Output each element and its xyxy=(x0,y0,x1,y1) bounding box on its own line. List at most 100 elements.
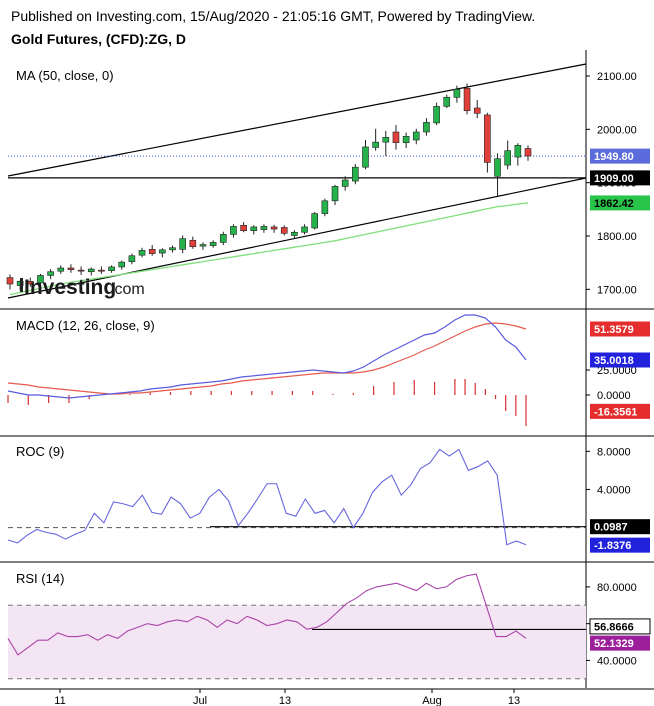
candle-body xyxy=(108,266,115,271)
macd-hist-tag: -16.3561 xyxy=(594,406,637,418)
candle-body xyxy=(280,227,288,234)
candle-body xyxy=(98,269,105,272)
candle-body xyxy=(382,137,390,143)
candle-body xyxy=(240,225,247,231)
roc-value-tag-box xyxy=(590,537,650,553)
macd-tick-label: 0.0000 xyxy=(597,390,631,402)
roc-value-tag: -1.8376 xyxy=(594,540,631,552)
support-level-tag-box xyxy=(590,170,650,186)
macd-signal-tag: 51.3579 xyxy=(594,324,634,336)
candle-body xyxy=(189,239,197,247)
roc-line xyxy=(7,448,527,546)
candle-body xyxy=(159,249,166,254)
date-tick-label: 13 xyxy=(508,695,520,706)
watermark-bar xyxy=(20,278,23,292)
candle-body xyxy=(321,200,329,214)
candle-body xyxy=(301,226,308,233)
candle-body xyxy=(6,277,14,285)
price-axis: 2100.002000.001900.001800.001700.001949.… xyxy=(586,71,651,667)
candle-body xyxy=(179,238,186,250)
macd-pane: MACD (12, 26, close, 9) xyxy=(7,314,527,426)
price-tick-label: 2100.00 xyxy=(597,71,637,83)
published-credit: Published on Investing.com, 15/Aug/2020 … xyxy=(11,8,536,24)
candle-body xyxy=(87,268,95,273)
candle-body xyxy=(331,186,339,202)
candle-body xyxy=(219,234,227,243)
candle-body xyxy=(453,89,461,98)
price-pane: MA (50, close, 0) Investing.com xyxy=(6,63,587,299)
candle-body xyxy=(352,166,359,182)
macd-signal-tag-box xyxy=(590,321,650,337)
lower-trendline xyxy=(7,177,587,299)
candle-body xyxy=(514,145,522,158)
ma50-line xyxy=(9,202,529,296)
ma-indicator-label: MA (50, close, 0) xyxy=(16,68,114,83)
candle-body xyxy=(37,275,44,284)
macd-hist-tag-box xyxy=(590,403,650,419)
candle-body xyxy=(412,131,420,141)
rsi-value-tag: 52.1329 xyxy=(594,638,634,650)
rsi-tick-label: 40.0000 xyxy=(597,655,637,667)
date-axis: 11 Jul 13 Aug 13 xyxy=(54,689,520,706)
price-tick-label: 1800.00 xyxy=(597,231,637,243)
date-tick-label: Aug xyxy=(422,695,442,706)
chart-title: Gold Futures, (CFD):ZG, D xyxy=(11,31,186,47)
candle-body xyxy=(77,269,85,272)
candle-body xyxy=(392,131,400,143)
rsi-reference-tag-box xyxy=(589,618,651,635)
ma50-tag-box xyxy=(590,195,650,211)
rsi-reference-tag: 56.8666 xyxy=(594,621,634,633)
candle-body xyxy=(118,261,126,268)
candle-body xyxy=(423,122,430,133)
rsi-band xyxy=(8,605,586,679)
roc-reference-tag-box xyxy=(590,519,650,535)
candle-body xyxy=(362,146,369,168)
candle-body xyxy=(494,158,501,177)
macd-line xyxy=(7,314,527,399)
roc-tick-label: 4.0000 xyxy=(597,484,631,496)
candle-body xyxy=(67,267,75,270)
rsi-pane: RSI (14) xyxy=(7,571,586,680)
candle-body xyxy=(209,242,217,246)
candle-body xyxy=(341,179,349,187)
date-tick-label: Jul xyxy=(193,695,207,706)
chart-frame xyxy=(0,50,654,690)
macd-tick-label: 25.0000 xyxy=(597,365,637,377)
watermark-text: Investing xyxy=(24,276,116,299)
date-tick-label: 11 xyxy=(54,695,65,706)
candle-body xyxy=(524,148,532,157)
macd-indicator-label: MACD (12, 26, close, 9) xyxy=(16,318,155,333)
upper-trendline xyxy=(7,63,587,177)
candle-body xyxy=(128,255,136,262)
ma50-tag: 1862.42 xyxy=(594,198,634,210)
macd-signal-line xyxy=(7,322,527,395)
rsi-tick-label: 80.0000 xyxy=(597,582,637,594)
candle-body xyxy=(443,97,451,107)
roc-reference-tag: 0.0987 xyxy=(594,522,628,534)
candle-body xyxy=(402,135,410,143)
candle-body xyxy=(199,244,207,247)
candle-body xyxy=(57,267,65,272)
rsi-line xyxy=(7,573,527,656)
candle-body xyxy=(169,247,176,251)
roc-tick-label: 8.0000 xyxy=(597,446,631,458)
macd-value-tag: 35.0018 xyxy=(594,355,634,367)
macd-value-tag-box xyxy=(590,352,650,368)
watermark-suffix: .com xyxy=(110,281,145,298)
candle-body xyxy=(463,87,471,111)
price-tick-label: 2000.00 xyxy=(597,124,637,136)
roc-pane: ROC (9) xyxy=(7,444,586,546)
candle-body xyxy=(484,114,491,163)
candle-body xyxy=(291,231,298,236)
candle-body xyxy=(260,226,268,230)
roc-indicator-label: ROC (9) xyxy=(16,444,64,459)
candle-body xyxy=(138,250,146,256)
candle-body xyxy=(473,107,481,114)
candle-body xyxy=(372,141,379,148)
candle-body xyxy=(47,271,54,276)
candle-body xyxy=(27,281,34,285)
candle-body xyxy=(230,226,237,235)
support-level-tag: 1909.00 xyxy=(594,173,634,185)
current-price-tag: 1949.80 xyxy=(594,151,634,163)
